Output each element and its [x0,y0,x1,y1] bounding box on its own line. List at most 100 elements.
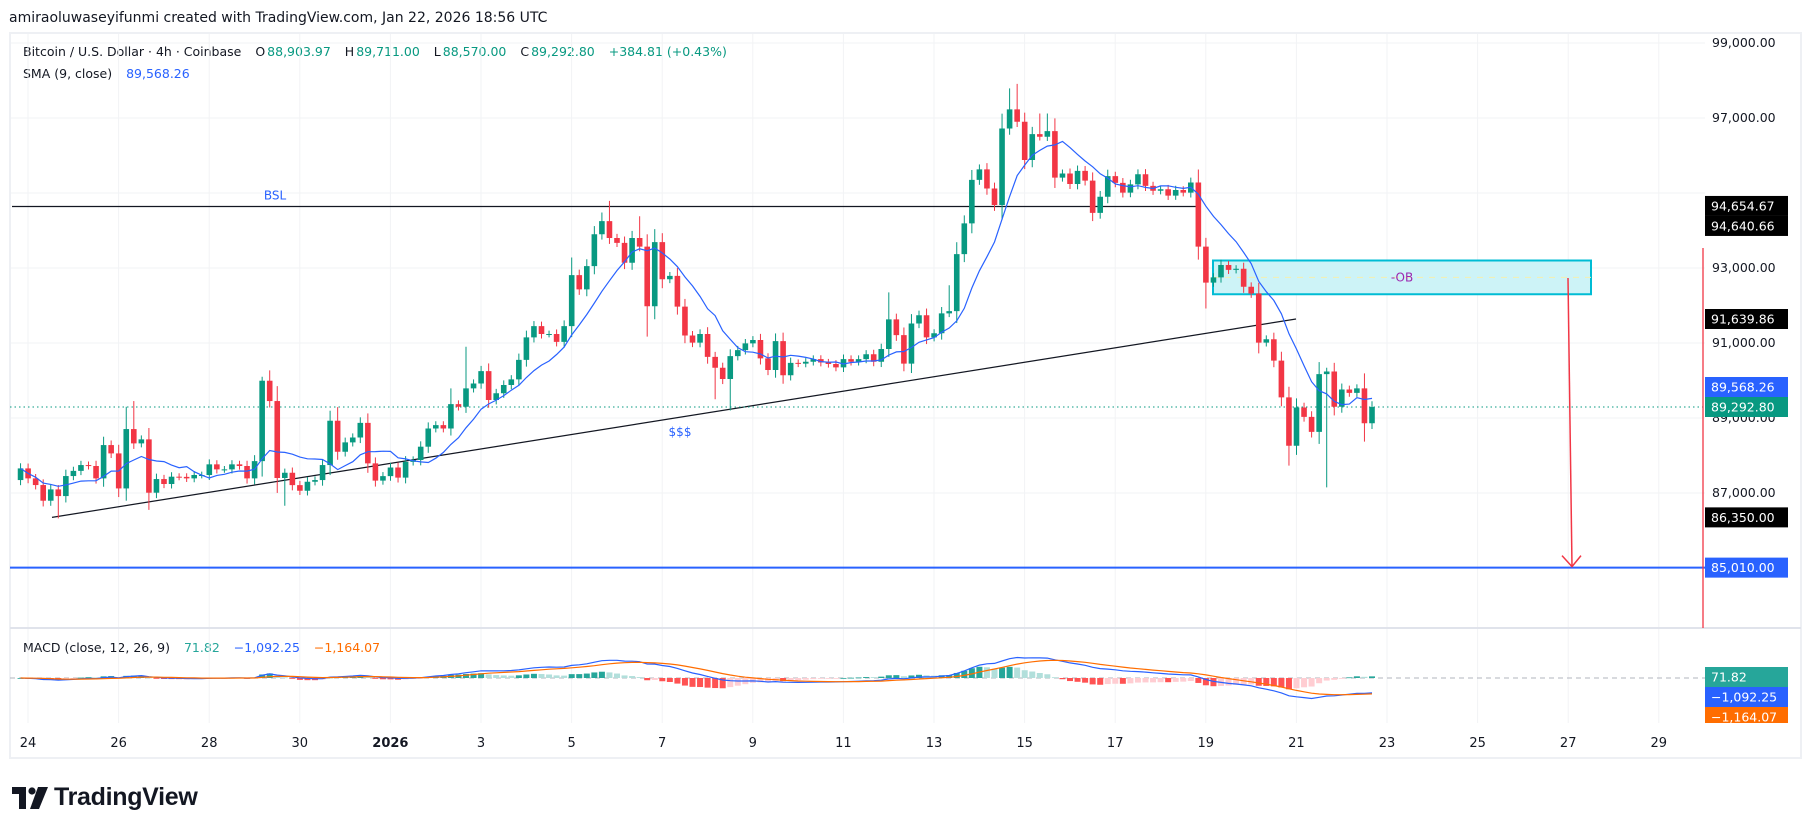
candle-up [840,359,847,368]
candle-up [493,393,499,400]
candle-up [1263,339,1270,343]
price-label-text: 91,639.86 [1711,312,1775,327]
candle-down [1240,268,1247,287]
candle-down [274,401,281,478]
macd-histogram-bar [1263,678,1270,686]
candle-down [1225,265,1232,270]
price-label-box [1705,507,1788,528]
candle-down [644,246,650,307]
date-tick-label: 23 [1379,736,1396,751]
date-tick-label: 5 [567,736,575,751]
candle-up [810,359,817,362]
macd-histogram-bar [508,675,515,678]
symbol-name[interactable]: Bitcoin / U.S. Dollar · 4h · Coinbase [23,44,242,59]
price-axis[interactable]: 99,000.0097,000.0093,000.0091,000.0089,0… [1705,35,1800,735]
candle-down [40,485,46,501]
low-label: L [433,44,441,59]
candle-up [17,468,24,481]
macd-histogram-bar [802,678,809,680]
candle-up [153,479,160,493]
macd-histogram-bar [379,678,386,680]
candle-down [440,425,447,429]
macd-histogram-bar [983,667,990,678]
macd-histogram-bar [1278,678,1285,688]
candle-down [689,335,696,343]
candle-up [969,179,975,224]
candle-up [531,326,537,338]
date-tick-label: 28 [201,736,218,751]
macd-histogram-bar [999,667,1006,678]
candle-up [1369,407,1375,424]
trendline[interactable] [51,318,1297,518]
candle-up [349,437,356,443]
candle-down [719,367,726,379]
down-arrow-icon[interactable] [1567,277,1573,567]
candle-up [591,234,598,267]
time-axis[interactable]: 24 26 28 30 2026 3 5 7 9 11 13 15 17 19 21 23 25 27 29 [20,736,1667,751]
candle-up [433,425,439,429]
candle-up [1074,170,1081,184]
candle-down [1271,339,1277,361]
macd-histogram-bar [77,677,84,679]
candle-up [304,481,311,491]
sma-legend: SMA (9, close) 89,568.26 [23,66,192,81]
candle-down [455,404,462,407]
candle-down [901,335,907,364]
candle-up [931,333,937,338]
candle-down [923,315,930,338]
candle-up [1097,196,1103,213]
macd-histogram-bar [787,678,794,681]
candle-up [916,315,922,324]
candle-down [1067,173,1073,184]
candle-down [1142,174,1149,186]
candle-down [682,306,688,336]
macd-histogram-bar [644,678,651,681]
macd-histogram-bar [598,671,605,678]
macd-histogram-bar [500,675,507,678]
macd-histogram-bar [1029,671,1036,678]
macd-histogram-bar [296,678,303,680]
macd-histogram-bar [1082,678,1089,683]
macd-histogram-bar [734,678,741,686]
candle-down [365,422,371,464]
candle-down [621,242,628,263]
macd-histogram-bar [870,677,877,678]
date-tick-label: 15 [1016,736,1033,751]
macd-histogram-bar [908,675,915,678]
macd-histogram-bar [1293,678,1300,689]
candle-down [1278,360,1285,398]
candle-down [576,275,583,290]
tradingview-logo[interactable]: TradingView [12,783,198,812]
macd-histogram-bar [153,678,160,679]
macd-histogram-bar [1308,678,1315,687]
macd-histogram-bar [304,678,311,681]
candle-down [1308,416,1315,432]
macd-histogram-bar [674,678,681,684]
candle-up [878,349,885,362]
candle-down [93,466,99,479]
date-tick-label: 24 [20,736,37,751]
date-tick-label: 7 [658,736,666,751]
candles [17,83,1375,519]
candle-up [168,476,175,484]
candle-up [478,371,484,384]
candle-up [1210,277,1217,283]
macd-histogram-bar [1195,678,1202,683]
macd-histogram-bar [485,674,492,678]
macd-histogram-bar [538,674,545,678]
candle-down [538,326,545,334]
chart-frame [9,32,1802,759]
macd-histogram-bar [689,678,696,687]
macd-label[interactable]: MACD (close, 12, 26, 9) [23,640,170,655]
tradingview-logo-icon [12,786,48,809]
candle-down [833,364,839,368]
candle-up [319,465,326,481]
sma-label[interactable]: SMA (9, close) [23,66,113,81]
macd-histogram-bar [1051,677,1058,679]
close-value: 89,292.80 [531,44,595,59]
candle-up [750,340,756,344]
candle-up [1006,109,1013,129]
candle-up [568,275,575,327]
candle-down [1052,131,1058,178]
